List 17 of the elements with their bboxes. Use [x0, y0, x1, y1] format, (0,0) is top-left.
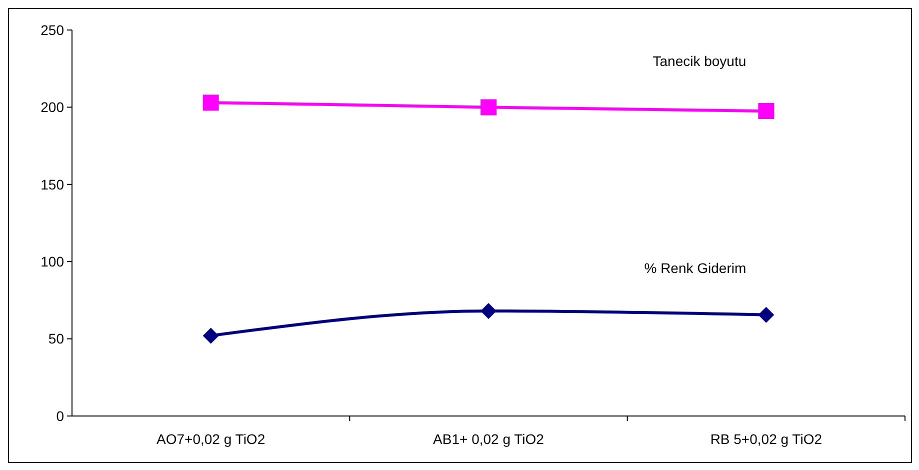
- point: [758, 103, 774, 120]
- y-tick-label: 50: [48, 330, 64, 347]
- y-tick-label: 200: [40, 99, 64, 116]
- x-tick-label: RB 5+0,02 g TiO2: [710, 431, 822, 447]
- point: [480, 303, 496, 320]
- point: [202, 328, 219, 344]
- x-tick-label: AB1+ 0,02 g TiO2: [433, 431, 544, 447]
- text: % Renk Giderim: [644, 260, 746, 276]
- point: [480, 99, 496, 116]
- point: [758, 306, 774, 323]
- y-tick-label: 250: [40, 22, 64, 38]
- y-tick-label: 100: [40, 254, 64, 270]
- y-tick-label: 0: [56, 408, 64, 424]
- text: Tanecik boyutu: [652, 53, 746, 70]
- x-tick-label: AO7+0,02 g TiO2: [156, 431, 266, 447]
- y-tick-label: 150: [40, 176, 64, 192]
- point: [202, 94, 219, 111]
